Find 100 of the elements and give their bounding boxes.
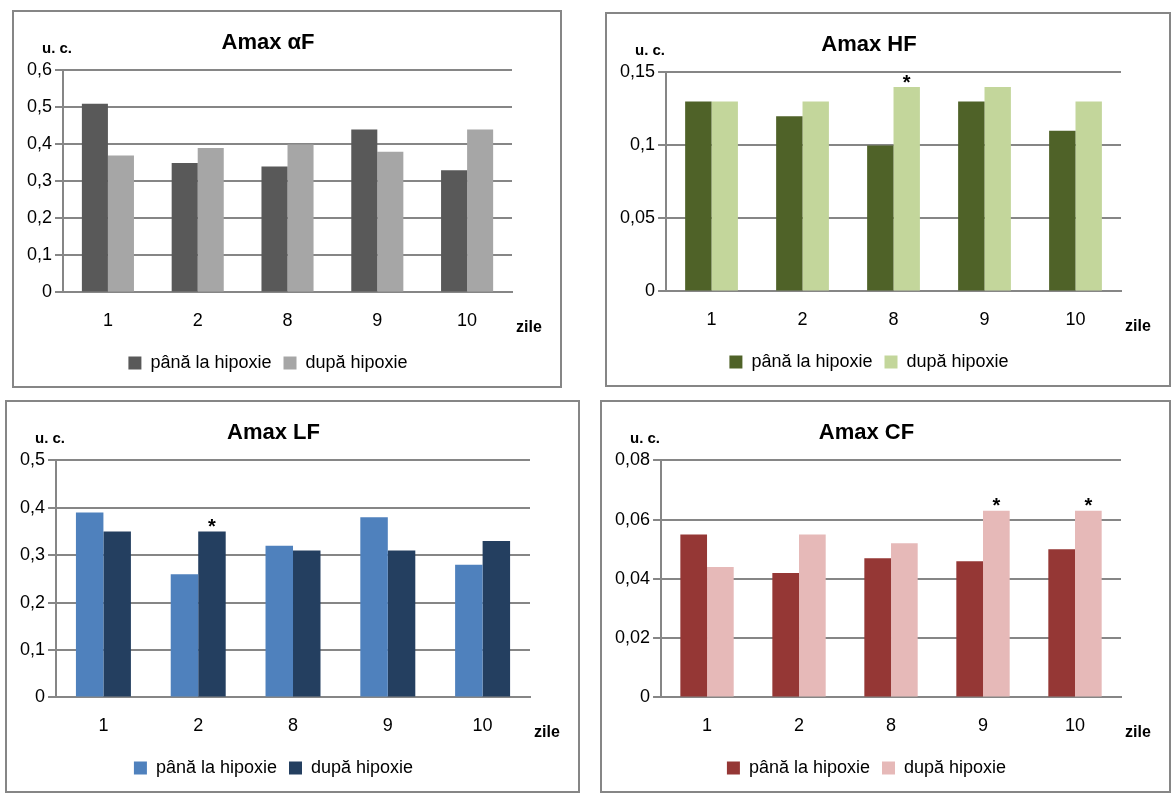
- annotation: *: [992, 494, 1001, 517]
- bar: [261, 166, 288, 292]
- x-tick-label: 1: [102, 310, 113, 331]
- x-tick-label: 10: [1065, 309, 1086, 330]
- x-tick-label: 1: [98, 715, 109, 736]
- annotation: *: [208, 515, 217, 538]
- bar: [1075, 510, 1102, 697]
- bar: [958, 101, 985, 291]
- bar: [864, 558, 892, 697]
- y-tick-label: 0,1: [19, 638, 46, 659]
- legend-label: până la hipoxie: [751, 350, 873, 371]
- y-tick-label: 0,2: [19, 591, 46, 612]
- chart-title: Amax CF: [818, 419, 915, 445]
- bar: [1048, 549, 1075, 697]
- bar: [891, 543, 918, 697]
- x-axis-title: zile: [516, 318, 542, 336]
- bar: [776, 116, 803, 291]
- bar: [482, 540, 511, 697]
- chart-title: Amax LF: [227, 419, 320, 445]
- chart-title: Amax HF: [821, 31, 917, 57]
- bar: [711, 101, 738, 291]
- x-tick-label: 9: [978, 715, 989, 736]
- y-axis-title: u. c.: [35, 429, 66, 447]
- chart-title: Amax αF: [221, 29, 315, 55]
- x-tick-label: 2: [794, 715, 805, 736]
- y-tick-label: 0,1: [26, 244, 53, 265]
- bar: [103, 531, 131, 697]
- y-tick-label: 0,04: [614, 567, 651, 588]
- legend-label: până la hipoxie: [748, 756, 871, 777]
- x-axis-title: zile: [534, 723, 560, 741]
- y-tick-label: 0,5: [26, 96, 53, 117]
- annotation: *: [902, 70, 911, 93]
- y-tick-label: 0,15: [619, 61, 656, 82]
- y-tick-label: 0,02: [614, 627, 651, 648]
- y-tick-label: 0,4: [26, 133, 53, 154]
- y-tick-label: 0,2: [26, 207, 53, 228]
- bar: [75, 512, 104, 697]
- y-axis-title: u. c.: [42, 39, 73, 57]
- bar: [867, 145, 894, 291]
- x-tick-label: 8: [288, 715, 299, 736]
- y-tick-label: 0,05: [619, 207, 656, 228]
- x-tick-label: 9: [382, 715, 393, 736]
- x-tick-label: 10: [457, 310, 478, 331]
- x-tick-label: 9: [372, 310, 383, 331]
- x-tick-label: 2: [797, 309, 808, 330]
- bar: [707, 567, 734, 697]
- x-tick-label: 8: [282, 310, 293, 331]
- bar: [1075, 101, 1102, 291]
- y-tick-label: 0,06: [614, 508, 651, 529]
- x-tick-label: 10: [1064, 715, 1086, 736]
- bar: [171, 162, 198, 292]
- bar: [983, 510, 1010, 697]
- x-tick-label: 1: [702, 715, 713, 736]
- bar: [680, 534, 708, 697]
- y-tick-label: 0,1: [630, 134, 656, 155]
- bar: [287, 144, 314, 292]
- bar: [467, 129, 494, 292]
- bar: [81, 103, 108, 292]
- x-tick-label: 10: [472, 715, 493, 736]
- bar: [198, 531, 226, 697]
- bar: [265, 545, 294, 697]
- y-axis-title: u. c.: [635, 41, 666, 59]
- x-axis-title: zile: [1125, 317, 1151, 335]
- y-tick-label: 0,3: [26, 170, 53, 191]
- bar: [360, 517, 388, 697]
- bar: [293, 550, 321, 697]
- legend-label: după hipoxie: [906, 350, 1009, 371]
- y-tick-label: 0,6: [26, 59, 53, 80]
- annotation: *: [1084, 494, 1093, 517]
- legend-label: după hipoxie: [305, 351, 408, 372]
- y-tick-label: 0: [645, 280, 656, 301]
- y-tick-label: 0: [35, 686, 46, 707]
- bar: [377, 151, 404, 292]
- x-tick-label: 9: [979, 309, 990, 330]
- bar: [984, 87, 1011, 291]
- bar: [1049, 130, 1076, 291]
- bar: [956, 561, 984, 697]
- y-axis-title: u. c.: [630, 429, 661, 447]
- y-tick-label: 0,4: [19, 496, 46, 517]
- legend-label: după hipoxie: [311, 756, 414, 777]
- legend-label: după hipoxie: [904, 756, 1007, 777]
- x-tick-label: 8: [886, 715, 897, 736]
- y-tick-label: 0,08: [614, 449, 651, 470]
- bar: [351, 129, 378, 292]
- bar: [387, 550, 416, 697]
- bar: [685, 101, 712, 291]
- x-axis-title: zile: [1125, 723, 1151, 741]
- y-tick-label: 0,5: [19, 449, 46, 470]
- y-tick-label: 0: [42, 281, 53, 302]
- y-tick-label: 0,3: [19, 544, 46, 565]
- bar: [802, 101, 829, 291]
- bar: [170, 574, 199, 697]
- x-tick-label: 1: [706, 309, 717, 330]
- x-tick-label: 2: [193, 715, 204, 736]
- bar: [455, 564, 483, 697]
- bar: [441, 170, 468, 292]
- bar: [893, 87, 920, 291]
- bar: [799, 534, 826, 697]
- x-tick-label: 2: [192, 310, 203, 331]
- bar: [197, 148, 224, 292]
